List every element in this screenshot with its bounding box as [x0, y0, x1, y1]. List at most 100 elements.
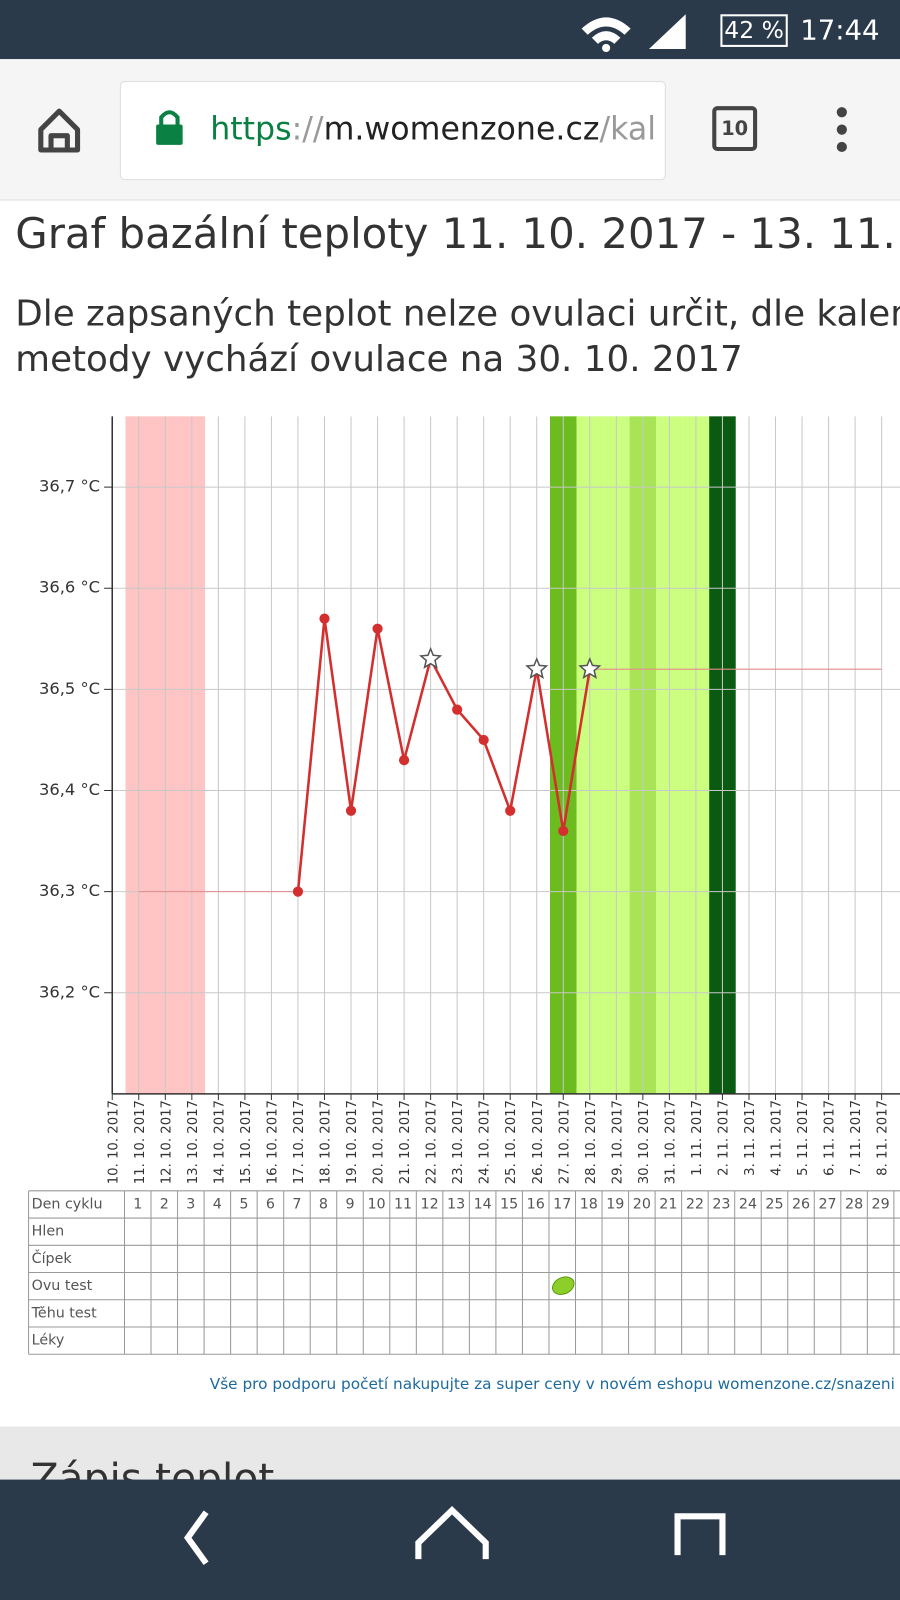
cycle-day: 21 — [659, 1196, 677, 1212]
url: https://m.womenzone.cz/kal — [210, 112, 656, 148]
cycle-day: 19 — [606, 1196, 624, 1212]
x-tick-label: 16. 10. 2017 — [265, 1100, 280, 1184]
row-label: Těhu test — [31, 1305, 97, 1321]
star-marker — [525, 656, 549, 680]
x-tick-label: 27. 10. 2017 — [557, 1100, 572, 1184]
status-bar — [0, 0, 900, 60]
x-tick-label: 15. 10. 2017 — [239, 1100, 254, 1184]
nav-bar — [0, 1479, 900, 1600]
wifi-icon — [581, 17, 631, 53]
x-tick-label: 31. 10. 2017 — [663, 1100, 678, 1184]
point-marker — [372, 623, 383, 634]
home-nav-button[interactable] — [415, 1505, 489, 1560]
x-tick-label: 22. 10. 2017 — [425, 1100, 440, 1184]
x-tick-label: 5. 11. 2017 — [796, 1100, 811, 1176]
x-tick-label: 29. 10. 2017 — [610, 1100, 625, 1184]
point-marker — [452, 704, 463, 715]
star-marker — [419, 646, 443, 669]
x-tick-label: 20. 10. 2017 — [372, 1100, 387, 1184]
section-background — [0, 1426, 900, 1488]
subtitle-line: metody vychází ovulace na 30. 10. 2017 — [15, 339, 742, 380]
x-tick-label: 13. 10. 2017 — [186, 1100, 201, 1184]
cycle-day: 23 — [712, 1196, 730, 1212]
row-label: Ovu test — [32, 1278, 93, 1294]
cycle-day: 4 — [213, 1196, 222, 1212]
url-separator: :// — [292, 112, 324, 148]
y-tick-label: 36,3 °C — [39, 881, 100, 900]
cycle-day: 24 — [739, 1196, 757, 1212]
point-marker — [398, 755, 410, 766]
back-button[interactable] — [183, 1510, 209, 1566]
cycle-day: 7 — [292, 1196, 301, 1212]
y-tick-label: 36,2 °C — [39, 982, 100, 1001]
x-tick-label: 12. 10. 2017 — [159, 1100, 174, 1184]
tab-count: 10 — [721, 117, 748, 140]
subtitle-line: Dle zapsaných teplot nelze ovulaci určit… — [15, 293, 900, 334]
url-path: /kal — [599, 112, 656, 148]
star-marker — [578, 656, 602, 680]
x-tick-label: 26. 10. 2017 — [531, 1100, 546, 1184]
point-marker — [558, 825, 569, 837]
x-tick-label: 17. 10. 2017 — [292, 1100, 307, 1184]
cycle-day: 28 — [845, 1196, 863, 1212]
x-tick-label: 1. 11. 2017 — [690, 1100, 705, 1176]
cycle-day: 6 — [266, 1196, 275, 1212]
cycle-day: 13 — [447, 1196, 465, 1212]
y-tick-label: 36,7 °C — [39, 477, 100, 496]
x-tick-label: 14. 10. 2017 — [212, 1100, 227, 1184]
cycle-day: 3 — [186, 1196, 195, 1212]
cycle-day: 8 — [319, 1196, 328, 1212]
x-tick-label: 18. 10. 2017 — [319, 1100, 334, 1184]
cycle-day: 11 — [394, 1196, 412, 1212]
url-bar[interactable] — [119, 81, 666, 181]
shop-link[interactable]: Vše pro podporu početí nakupujte za supe… — [210, 1375, 895, 1393]
signal-icon — [648, 14, 686, 49]
cycle-day: 12 — [421, 1196, 439, 1212]
cycle-day: 9 — [345, 1196, 354, 1212]
cycle-day: 5 — [239, 1196, 248, 1212]
lock-icon — [156, 110, 183, 145]
x-tick-label: 11. 10. 2017 — [133, 1100, 148, 1184]
x-tick-label: 8. 11. 2017 — [876, 1100, 891, 1176]
x-tick-label: 30. 10. 2017 — [637, 1100, 652, 1184]
y-tick-label: 36,5 °C — [39, 679, 100, 698]
chart: 10. 10. 2017 11. 10. 2017 12. 10. 2017 13. … — [39, 416, 900, 1184]
x-tick-label: 28. 10. 2017 — [584, 1100, 599, 1184]
series-line — [296, 617, 592, 892]
x-tick-label: 24. 10. 2017 — [478, 1100, 493, 1184]
y-tick-label: 36,4 °C — [39, 780, 100, 799]
cycle-day: 16 — [527, 1196, 545, 1212]
x-tick-label: 10. 10. 2017 — [106, 1100, 121, 1184]
table: Den cyklu Hlen Čípek Ovu test Těhu test Léky 1… — [28, 1190, 900, 1355]
cycle-day: 27 — [818, 1196, 836, 1212]
x-tick-label: 25. 10. 2017 — [504, 1100, 519, 1184]
y-tick-label: 36,6 °C — [39, 578, 100, 597]
x-tick-label: 4. 11. 2017 — [770, 1100, 785, 1176]
row-label: Léky — [32, 1333, 65, 1349]
cycle-day: 20 — [633, 1196, 651, 1212]
point-marker — [345, 805, 357, 816]
cycle-day: 18 — [580, 1196, 598, 1212]
x-tick-label: 3. 11. 2017 — [743, 1100, 758, 1176]
battery-level: 42 % — [724, 16, 784, 44]
recents-button[interactable] — [674, 1513, 726, 1556]
page-title: Graf bazální teploty 11. 10. 2017 - 13. … — [15, 209, 900, 258]
battery-icon — [720, 14, 788, 47]
point-marker — [505, 805, 516, 816]
cycle-day: 29 — [872, 1196, 890, 1212]
tabs-button[interactable] — [712, 106, 758, 152]
row-label: Čípek — [32, 1249, 73, 1267]
x-tick-label: 19. 10. 2017 — [345, 1100, 360, 1184]
x-tick-label: 6. 11. 2017 — [823, 1100, 838, 1176]
x-tick-label: 23. 10. 2017 — [451, 1100, 466, 1184]
url-host: m.womenzone.cz — [324, 112, 600, 148]
cycle-day: 2 — [160, 1196, 169, 1212]
home-button[interactable] — [38, 108, 81, 153]
x-tick-label: 21. 10. 2017 — [398, 1100, 413, 1184]
row-label: Den cyklu — [32, 1196, 103, 1212]
cycle-day: 1 — [133, 1196, 142, 1212]
row-label: Hlen — [32, 1224, 65, 1240]
menu-button[interactable] — [836, 107, 847, 153]
